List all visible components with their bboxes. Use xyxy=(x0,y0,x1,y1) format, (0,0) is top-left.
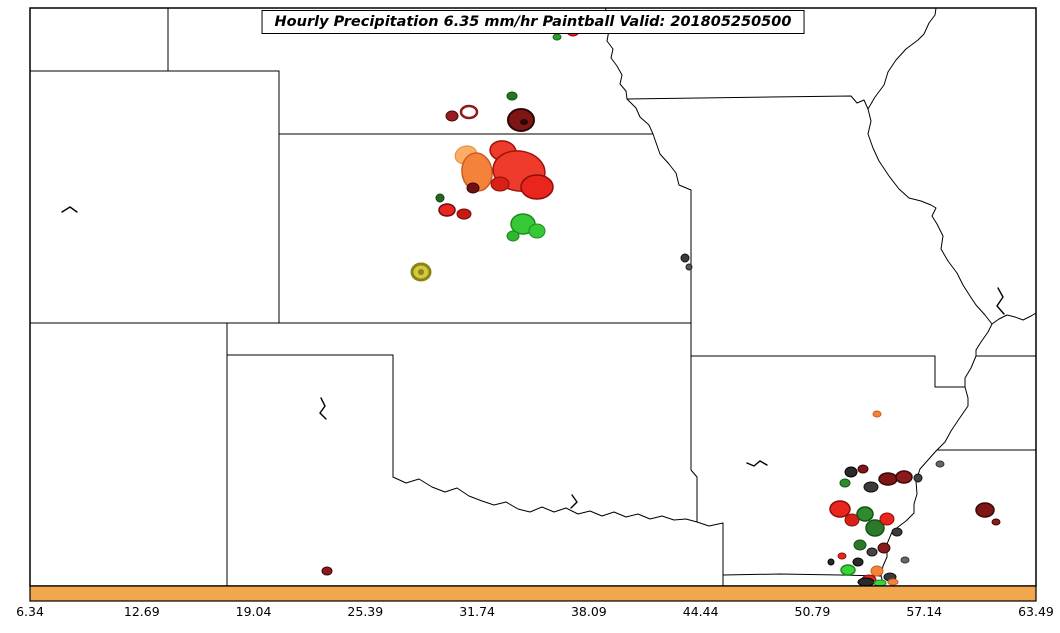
paintball-blob xyxy=(865,519,885,537)
paintball-blob xyxy=(507,108,535,132)
paintball-blob xyxy=(935,460,945,468)
paintball-blob xyxy=(879,512,895,526)
paintball-blob xyxy=(870,565,884,577)
paintball-blob xyxy=(872,410,882,418)
paintball-blob xyxy=(685,263,693,271)
paintball-blob xyxy=(878,472,898,486)
paintball-blob xyxy=(435,193,445,203)
paintball-blob xyxy=(520,174,554,200)
paintball-blob xyxy=(456,208,472,220)
paintball-blob xyxy=(506,91,518,101)
paintball-blob xyxy=(552,33,562,41)
paintball-blob xyxy=(506,230,520,242)
paintball-blob xyxy=(975,502,995,518)
colorbar xyxy=(29,585,1037,602)
paintball-blob xyxy=(900,556,910,564)
paintball-blob xyxy=(438,203,456,217)
paintball-blob xyxy=(466,182,480,194)
water-marks xyxy=(61,206,1005,509)
paintball-blob xyxy=(418,269,424,275)
paintball-blob xyxy=(528,223,546,239)
paintball-blob xyxy=(844,466,858,478)
paintball-blob xyxy=(844,513,860,527)
paintball-blob xyxy=(852,557,864,567)
paintball-blob xyxy=(839,478,851,488)
state-borders xyxy=(30,8,1036,586)
paintball-blob xyxy=(459,104,479,120)
paintball-blob xyxy=(877,542,891,554)
paintball-blob xyxy=(857,464,869,474)
paintball-blob xyxy=(829,500,851,518)
plot-title: Hourly Precipitation 6.35 mm/hr Paintbal… xyxy=(261,10,805,34)
paintball-blob xyxy=(991,518,1001,526)
paintball-blob xyxy=(840,564,856,576)
paintball-blob xyxy=(680,253,690,263)
paintball-blob xyxy=(461,152,493,192)
paintball-blob xyxy=(895,470,913,484)
paintball-blob xyxy=(321,566,333,576)
paintball-blob xyxy=(856,506,874,522)
paintball-blob xyxy=(853,539,867,551)
paintball-blob xyxy=(887,578,899,586)
plot-frame xyxy=(29,7,1037,587)
paintball-blob xyxy=(913,473,923,483)
paintball-blob xyxy=(490,176,510,192)
paintball-layer xyxy=(321,25,1001,586)
paintball-blob xyxy=(827,558,835,566)
paintball-blob xyxy=(873,579,887,586)
paintball-blob xyxy=(837,552,847,560)
paintball-blob xyxy=(520,119,528,125)
paintball-blob xyxy=(857,577,875,586)
paintball-blob xyxy=(866,547,878,557)
paintball-blob xyxy=(863,481,879,493)
paintball-blob xyxy=(445,110,459,122)
paintball-blob xyxy=(891,527,903,537)
